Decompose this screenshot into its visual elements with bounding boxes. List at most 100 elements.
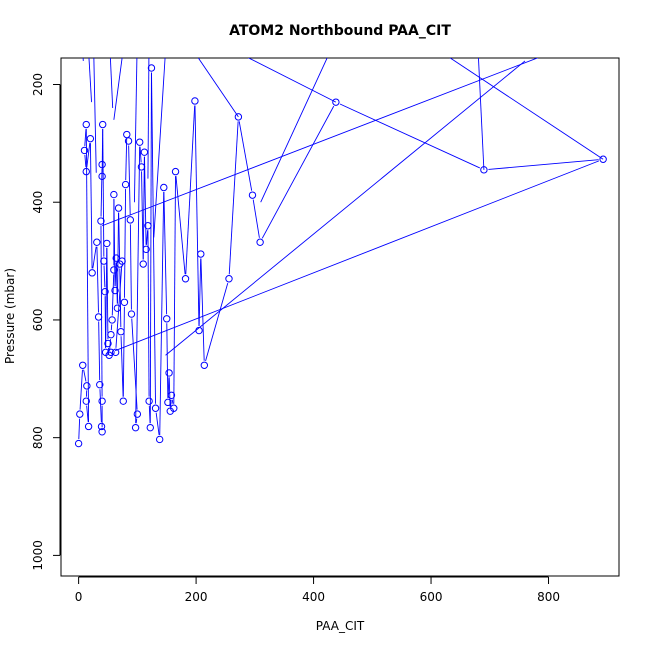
series-line-segment: [135, 418, 138, 424]
data-point: [140, 148, 149, 156]
series-line-segment-offscale: [88, 58, 92, 103]
data-point: [99, 120, 107, 129]
x-tick-label: 600: [420, 590, 443, 604]
series-line-segment-offscale: [133, 58, 138, 203]
plot-frame: [60, 57, 620, 577]
data-point: [136, 138, 144, 146]
data-point: [103, 239, 111, 248]
data-point: [97, 422, 106, 431]
y-tick-label: 400: [31, 191, 45, 214]
data-point: [111, 348, 120, 357]
series-line-segment: [166, 323, 169, 398]
data-point: [332, 98, 340, 106]
data-point: [76, 410, 84, 418]
series-line-segment: [147, 230, 150, 397]
data-point: [107, 330, 115, 339]
data-point: [248, 191, 257, 199]
data-point: [146, 423, 154, 432]
series-line-segment: [159, 191, 165, 435]
series-line-segment: [173, 176, 176, 404]
data-point: [83, 382, 91, 390]
series-line-segment: [100, 169, 103, 217]
series-line-segment: [142, 156, 145, 260]
series-line-segment: [155, 412, 160, 436]
series-line-segment: [102, 129, 105, 257]
data-point: [139, 260, 147, 268]
series-line-segment: [89, 143, 93, 269]
series-line-segment: [96, 246, 99, 313]
series-line-segment: [171, 399, 174, 404]
data-point: [82, 120, 90, 129]
data-point: [160, 183, 168, 192]
data-point: [110, 266, 118, 274]
y-tick-label: 600: [31, 308, 45, 331]
series-line-segment: [144, 156, 147, 245]
y-tick-label: 200: [31, 73, 45, 96]
series-line-segment: [118, 212, 121, 260]
series-line-segment: [86, 143, 91, 168]
data-point: [131, 423, 140, 432]
data-point: [79, 361, 87, 369]
data-point: [195, 326, 203, 335]
data-point: [113, 304, 122, 312]
series-line-segment: [205, 282, 229, 362]
data-point: [98, 428, 106, 436]
x-axis: 0 200 400 600 800: [75, 576, 560, 604]
data-point: [100, 257, 108, 265]
data-point: [82, 397, 90, 405]
data-point: [142, 245, 150, 254]
series-line-segment: [124, 189, 127, 298]
series-line-segment: [85, 129, 90, 422]
series-line-segment: [113, 199, 116, 287]
series-line-segment: [200, 258, 205, 361]
series-line-segment: [129, 224, 132, 310]
data-point: [88, 269, 96, 277]
data-point: [97, 217, 105, 225]
data-point: [117, 328, 125, 336]
series-line-segment: [92, 246, 97, 269]
series-line-segment-offscale: [101, 58, 539, 227]
data-point: [181, 275, 190, 283]
series-line-segment: [125, 139, 128, 181]
data-point: [114, 204, 123, 212]
data-point: [147, 64, 156, 72]
series-line-segment: [122, 306, 125, 397]
data-point: [155, 435, 164, 444]
x-tick-label: 200: [185, 590, 208, 604]
data-point: [225, 275, 233, 283]
series-line-segment: [163, 191, 168, 315]
data-point: [101, 287, 109, 296]
x-tick-label: 0: [75, 590, 83, 604]
series-line-segment: [84, 128, 87, 146]
series-line-segment: [252, 199, 260, 238]
series-line-segment: [194, 105, 200, 327]
data-point: [170, 404, 178, 412]
series-line-segment: [103, 265, 106, 288]
series-line-segment: [86, 405, 89, 423]
data-point: [82, 167, 90, 176]
series-line-segment: [128, 145, 131, 216]
data-point: [127, 310, 136, 318]
series-line-segment: [146, 230, 149, 245]
series-line-segment: [84, 154, 87, 168]
series-line-segment: [111, 274, 115, 316]
data-point: [145, 397, 153, 405]
data-point: [120, 298, 129, 306]
data-point: [121, 180, 130, 189]
series-line-segment-offscale: [113, 58, 123, 120]
series-line-segment: [99, 389, 102, 423]
data-point: [98, 160, 106, 169]
series-line-segment-offscale: [197, 58, 239, 118]
data-point: [118, 257, 126, 265]
series-line-segment: [175, 176, 186, 275]
series-line-segment: [120, 336, 124, 397]
data-point: [86, 134, 95, 143]
data-point: [123, 130, 131, 139]
series-line-segment: [83, 369, 87, 382]
series-line-segment-offscale: [260, 58, 328, 203]
series-line-segment: [238, 121, 253, 191]
data-point: [480, 166, 488, 174]
data-point: [599, 155, 607, 163]
x-tick-label: 400: [302, 590, 325, 604]
series-line-segment: [98, 321, 101, 381]
